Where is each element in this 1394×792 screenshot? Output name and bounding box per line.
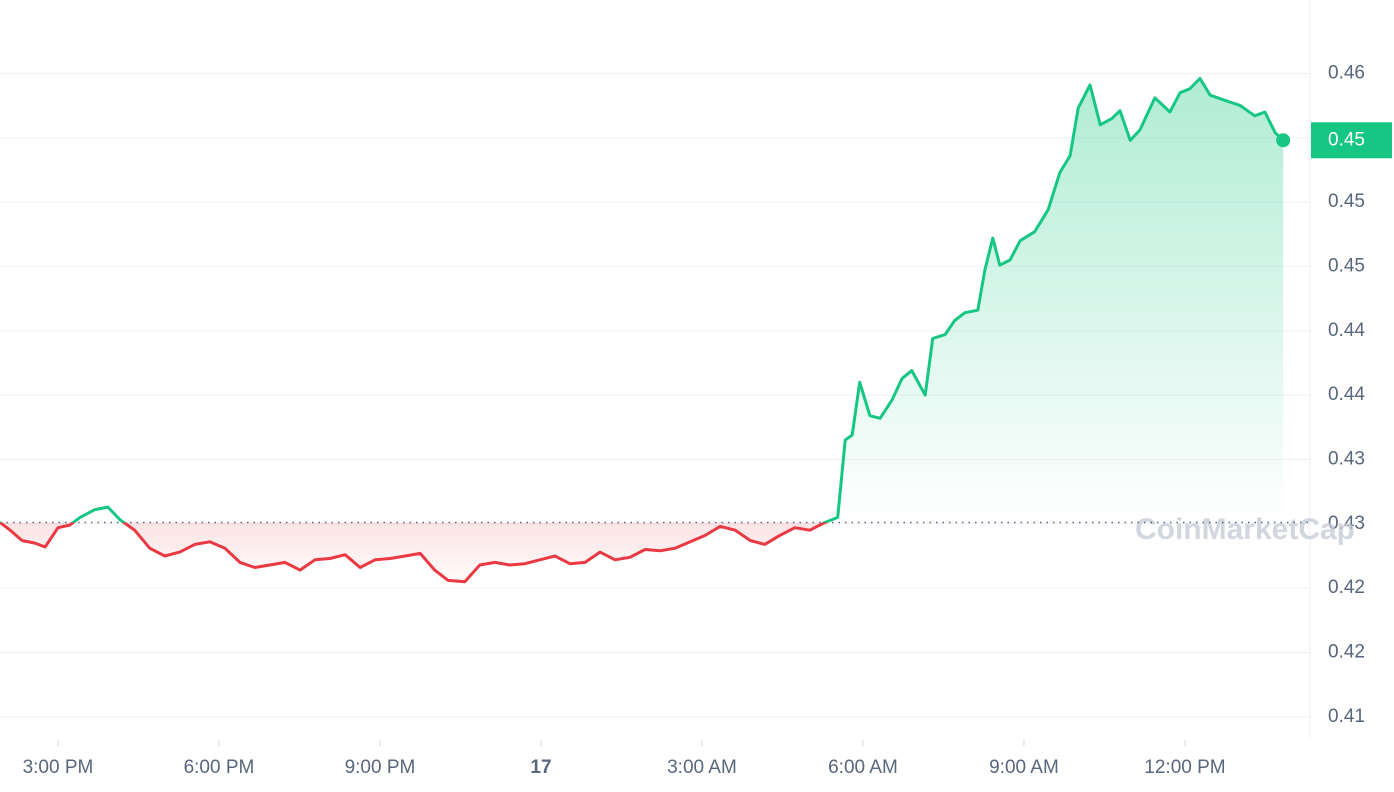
y-tick-label: 0.44 [1328, 320, 1365, 341]
x-tick-label: 3:00 AM [667, 757, 737, 778]
y-tick-label: 0.42 [1328, 577, 1365, 598]
y-tick-label: 0.46 [1328, 62, 1365, 83]
y-tick-label: 0.42 [1328, 642, 1365, 663]
x-tick-label: 9:00 PM [345, 757, 416, 778]
x-tick-label: 9:00 AM [989, 757, 1059, 778]
x-tick-label: 6:00 AM [828, 757, 898, 778]
y-tick-label: 0.44 [1328, 384, 1365, 405]
y-tick-label: 0.45 [1328, 255, 1365, 276]
x-tick-label: 17 [530, 757, 551, 778]
last-point [1276, 133, 1291, 148]
y-tick-label: 0.43 [1328, 513, 1365, 534]
price-tag [1311, 122, 1392, 159]
y-tick-label: 0.45 [1328, 191, 1365, 212]
price-area [0, 78, 1284, 582]
price-tag-label: 0.45 [1328, 129, 1365, 150]
plot-layer: 0.45 [0, 77, 1392, 584]
y-tick-label: 0.43 [1328, 448, 1365, 469]
x-tick-label: 12:00 PM [1144, 757, 1225, 778]
grid-layer: 0.41 0.42 0.42 0.43 0.43 0.44 0.44 0.45 0.45 0.45… [0, 62, 1365, 778]
x-tick-label: 3:00 PM [23, 757, 94, 778]
x-tick-label: 6:00 PM [184, 757, 255, 778]
y-tick-label: 0.41 [1328, 706, 1365, 727]
price-line [0, 77, 1285, 584]
